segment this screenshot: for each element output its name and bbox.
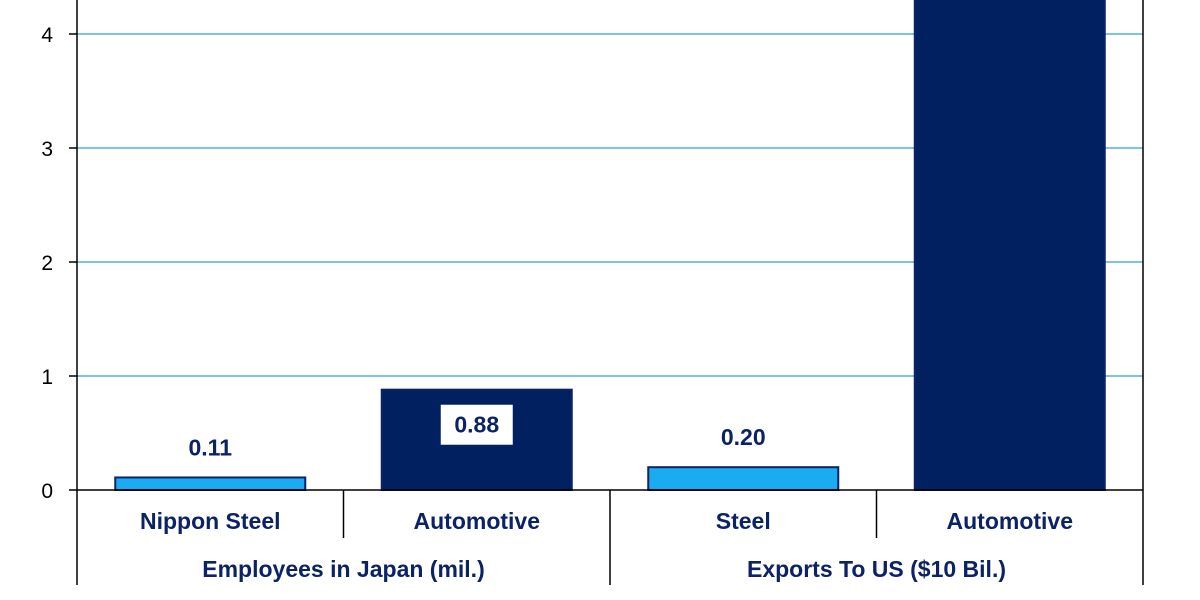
y-tick-label: 4 [41,24,53,47]
value-label: 0.88 [454,412,499,438]
bars [114,0,1106,492]
category-label: Steel [716,508,771,534]
category-label: Automotive [414,508,541,534]
group-label: Employees in Japan (mil.) [202,556,484,582]
category-label: Nippon Steel [140,508,281,534]
value-label: 0.11 [189,434,233,460]
value-label-box [440,404,513,445]
bar [647,466,840,492]
y-tick-label: 0 [41,480,53,503]
labels: 0 1 2 3 4 0.11 0.88 0.20 Nippon Steel Automotive S… [41,24,1073,582]
category-label: Automotive [947,508,1074,534]
axes [69,0,1144,585]
y-tick-label: 3 [41,138,53,161]
value-label: 0.20 [721,424,766,450]
group-label: Exports To US ($10 Bil.) [747,556,1006,582]
bar [913,0,1106,491]
y-tick-label: 1 [41,366,53,389]
bar [114,476,307,491]
y-tick-label: 2 [41,252,53,275]
